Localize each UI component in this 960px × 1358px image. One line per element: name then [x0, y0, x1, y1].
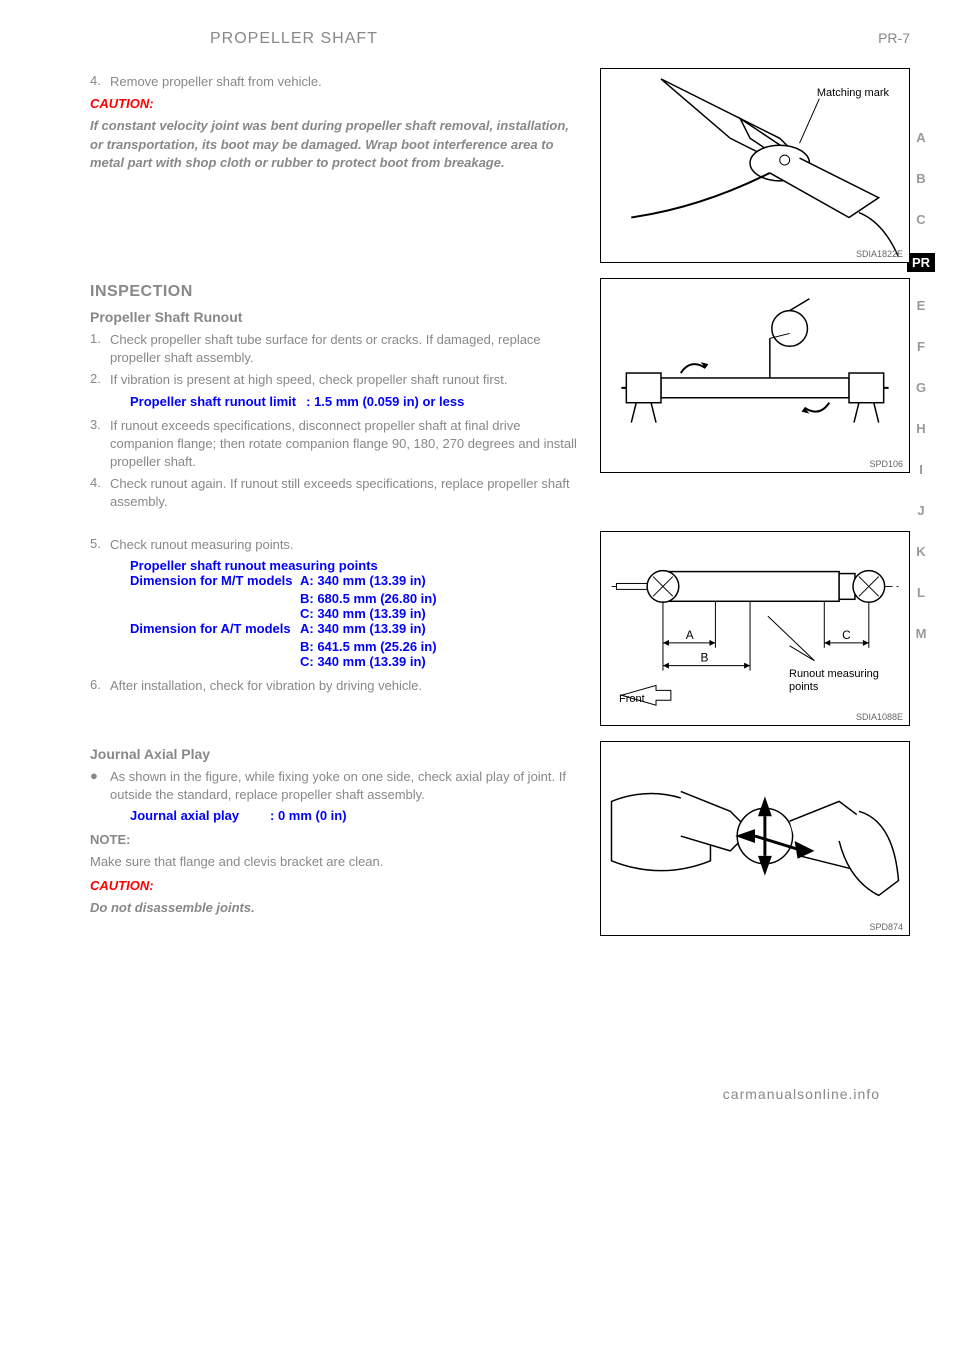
runout-step-6-text: After installation, check for vibration …: [110, 677, 580, 695]
journal-spec-label: Journal axial play: [130, 808, 270, 823]
runout-step-3-num: 3.: [90, 417, 110, 472]
figure-1-label-text: Matching mark: [817, 87, 889, 99]
journal-note-text: Make sure that flange and clevis bracket…: [90, 853, 580, 871]
figure-2-id: SPD106: [869, 459, 903, 469]
journal-bullet-mark: ●: [90, 768, 110, 804]
runout-subtitle: Propeller Shaft Runout: [90, 309, 580, 325]
runout-step-2-text: If vibration is present at high speed, c…: [110, 371, 580, 389]
nav-item-g[interactable]: G: [907, 380, 935, 395]
caution-text-1: If constant velocity joint was bent duri…: [90, 117, 580, 172]
svg-text:C: C: [842, 627, 851, 641]
caution-label-2: CAUTION:: [90, 878, 154, 893]
header-page-number: PR-7: [878, 30, 910, 46]
mt-b: B: 680.5 mm (26.80 in): [300, 591, 580, 606]
runout-step-1-text: Check propeller shaft tube surface for d…: [110, 331, 580, 367]
figure-4-id: SPD874: [869, 922, 903, 932]
figure-matching-mark: Matching mark SDIA1822E: [600, 68, 910, 263]
header-title: PROPELLER SHAFT: [210, 30, 378, 48]
mt-label: Dimension for M/T models: [130, 573, 300, 588]
runout-step-3-text: If runout exceeds specifications, discon…: [110, 417, 580, 472]
nav-item-h[interactable]: H: [907, 421, 935, 436]
nav-item-f[interactable]: F: [907, 339, 935, 354]
measuring-points-label: Propeller shaft runout measuring points: [130, 558, 580, 573]
runout-limit-value: : 1.5 mm (0.059 in) or less: [306, 394, 464, 409]
nav-item-pr[interactable]: PR: [907, 253, 935, 272]
journal-spec-value: : 0 mm (0 in): [270, 808, 580, 823]
figure-runout-gauge: SPD106: [600, 278, 910, 473]
nav-item-e[interactable]: E: [907, 298, 935, 313]
nav-item-a[interactable]: A: [907, 130, 935, 145]
section-nav: A B C PR E F G H I J K L M: [907, 130, 935, 641]
runout-step-6-num: 6.: [90, 677, 110, 695]
runout-step-1-num: 1.: [90, 331, 110, 367]
figure-3-front-text: Front: [619, 693, 645, 705]
runout-limit-label: Propeller shaft runout limit: [130, 394, 296, 409]
nav-item-j[interactable]: J: [907, 503, 935, 518]
figure-journal-play: SPD874: [600, 741, 910, 936]
at-b: B: 641.5 mm (25.26 in): [300, 639, 580, 654]
figure-3-runout-text: Runout measuring points: [789, 668, 889, 694]
runout-step-5-num: 5.: [90, 536, 110, 554]
figure-1-id: SDIA1822E: [856, 249, 903, 259]
caution-text-2: Do not disassemble joints.: [90, 899, 580, 917]
nav-item-k[interactable]: K: [907, 544, 935, 559]
nav-item-b[interactable]: B: [907, 171, 935, 186]
journal-bullet-text: As shown in the figure, while fixing yok…: [110, 768, 580, 804]
step-4-text: Remove propeller shaft from vehicle.: [110, 73, 580, 91]
runout-step-2-num: 2.: [90, 371, 110, 389]
nav-item-l[interactable]: L: [907, 585, 935, 600]
at-label: Dimension for A/T models: [130, 621, 300, 636]
step-4-number: 4.: [90, 73, 110, 91]
nav-item-c[interactable]: C: [907, 212, 935, 227]
mt-a: A: 340 mm (13.39 in): [300, 573, 580, 588]
figure-3-id: SDIA1088E: [856, 712, 903, 722]
at-c: C: 340 mm (13.39 in): [300, 654, 580, 669]
svg-text:A: A: [686, 627, 694, 641]
nav-item-m[interactable]: M: [907, 626, 935, 641]
runout-step-4-text: Check runout again. If runout still exce…: [110, 475, 580, 511]
mt-c: C: 340 mm (13.39 in): [300, 606, 580, 621]
runout-step-5-text: Check runout measuring points.: [110, 536, 580, 554]
at-a: A: 340 mm (13.39 in): [300, 621, 580, 636]
svg-text:B: B: [701, 650, 709, 664]
footer-watermark: carmanualsonline.info: [90, 1086, 910, 1102]
inspection-title: INSPECTION: [90, 283, 580, 301]
journal-subtitle: Journal Axial Play: [90, 746, 580, 762]
nav-item-i[interactable]: I: [907, 462, 935, 477]
figure-measuring-points: A B C Front Runout measuring points SDIA…: [600, 531, 910, 726]
journal-note-label: NOTE:: [90, 832, 130, 847]
runout-step-4-num: 4.: [90, 475, 110, 511]
caution-label-1: CAUTION:: [90, 96, 154, 111]
